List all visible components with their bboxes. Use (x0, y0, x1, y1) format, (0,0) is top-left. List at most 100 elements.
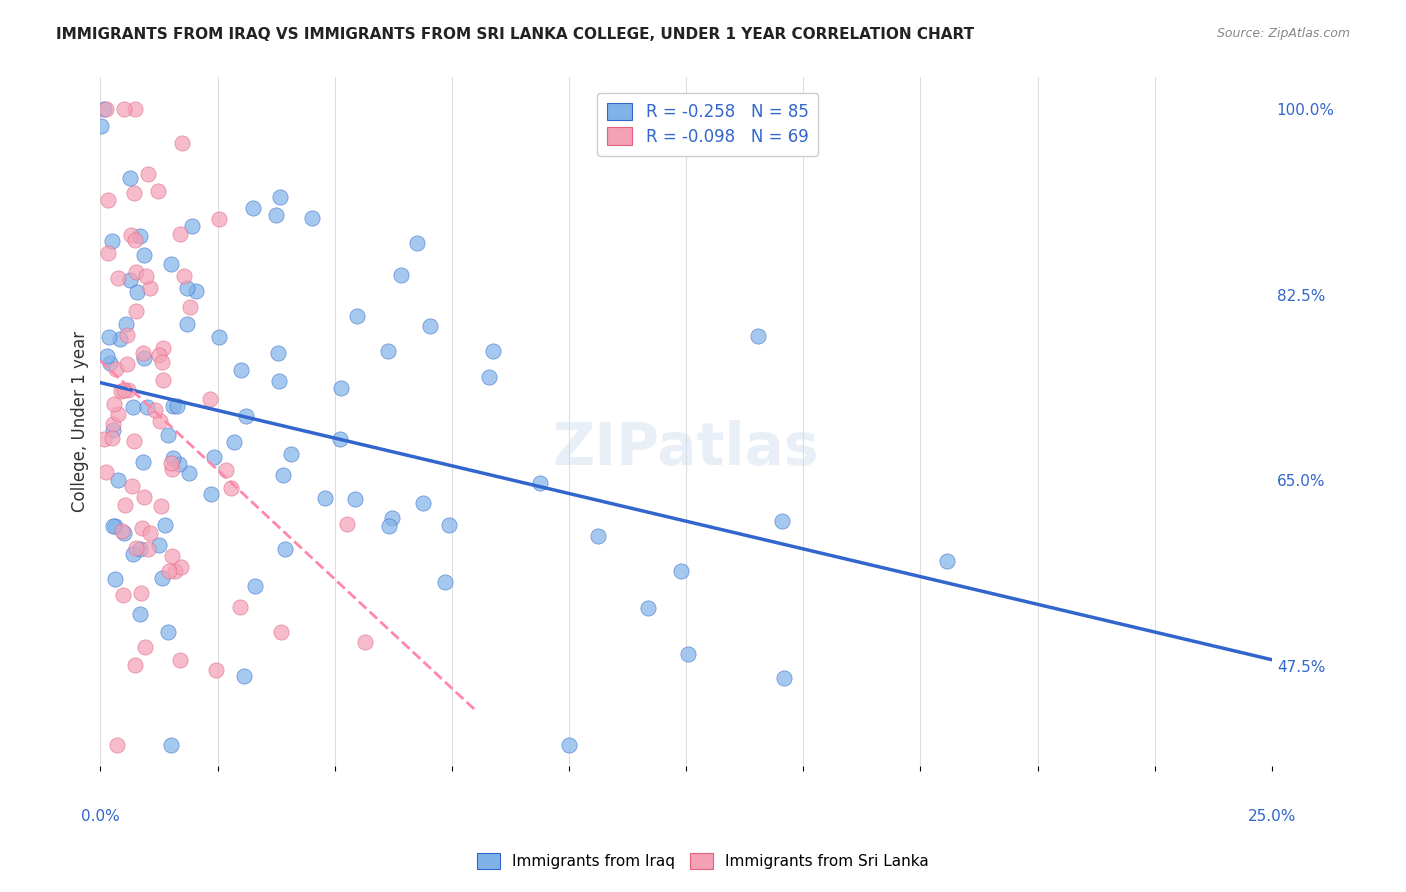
Point (125, 303, 148, 318)
Point (118, 273, 141, 287)
Point (97, 246, 120, 260)
Point (97, 194, 120, 208)
Point (269, 190, 291, 204)
Point (98, 356, 121, 370)
Point (170, 136, 193, 151)
Point (138, 526, 160, 541)
Point (222, 435, 245, 450)
Point (329, 432, 352, 446)
Point (208, 329, 231, 343)
Point (104, 572, 127, 586)
Point (129, 229, 152, 244)
Point (346, 309, 368, 323)
Point (377, 343, 399, 358)
Text: 25.0%: 25.0% (1247, 809, 1296, 823)
Point (115, 327, 138, 342)
Point (148, 348, 170, 362)
Point (186, 284, 208, 298)
Point (176, 281, 198, 295)
Point (107, 473, 129, 487)
Point (132, 248, 155, 262)
Point (637, 601, 659, 615)
Point (107, 407, 129, 421)
Point (132, 351, 155, 365)
Legend: Immigrants from Iraq, Immigrants from Sri Lanka: Immigrants from Iraq, Immigrants from Sr… (471, 847, 935, 875)
Point (132, 346, 155, 360)
Point (145, 403, 167, 417)
Point (115, 358, 138, 372)
Point (314, 491, 336, 505)
Point (267, 346, 290, 360)
Point (529, 476, 551, 491)
Point (482, 344, 505, 359)
Point (96, 349, 118, 363)
Point (170, 560, 193, 574)
Point (389, 268, 412, 283)
Point (111, 588, 134, 602)
Point (152, 341, 174, 355)
Point (132, 455, 155, 469)
Point (101, 519, 124, 533)
Point (112, 383, 135, 397)
Point (136, 541, 159, 556)
Point (153, 517, 176, 532)
Text: Source: ZipAtlas.com: Source: ZipAtlas.com (1216, 27, 1350, 40)
Point (104, 519, 127, 533)
Point (159, 456, 181, 470)
Text: IMMIGRANTS FROM IRAQ VS IMMIGRANTS FROM SRI LANKA COLLEGE, UNDER 1 YEAR CORRELAT: IMMIGRANTS FROM IRAQ VS IMMIGRANTS FROM … (56, 27, 974, 42)
Point (105, 738, 128, 752)
Point (112, 526, 135, 541)
Point (124, 233, 146, 247)
Point (166, 399, 188, 413)
Point (128, 607, 150, 621)
Point (114, 317, 136, 331)
Point (101, 234, 124, 248)
Point (176, 317, 198, 331)
Point (179, 466, 201, 480)
Point (163, 564, 186, 578)
Point (93, 432, 115, 446)
Point (181, 219, 204, 234)
Point (437, 518, 460, 533)
Point (110, 332, 132, 346)
Point (169, 227, 191, 241)
Point (344, 492, 367, 507)
Point (770, 514, 793, 528)
Point (354, 634, 377, 648)
Y-axis label: College, Under 1 year: College, Under 1 year (72, 331, 89, 512)
Point (156, 428, 179, 442)
Point (118, 171, 141, 186)
Point (159, 565, 181, 579)
Point (558, 738, 581, 752)
Point (271, 468, 294, 483)
Point (378, 519, 401, 533)
Point (200, 487, 222, 501)
Point (96, 466, 118, 480)
Point (131, 521, 153, 535)
Point (204, 663, 226, 677)
Point (136, 167, 159, 181)
Point (122, 400, 145, 414)
Point (152, 373, 174, 387)
Point (103, 423, 125, 437)
Point (747, 328, 769, 343)
Point (122, 547, 145, 561)
Point (136, 400, 159, 414)
Point (129, 541, 152, 556)
Point (124, 102, 146, 116)
Point (150, 571, 173, 585)
Point (103, 397, 125, 411)
Point (114, 498, 136, 512)
Point (274, 542, 297, 557)
Point (149, 414, 172, 428)
Point (120, 228, 142, 243)
Point (112, 102, 135, 116)
Point (121, 479, 143, 493)
Point (198, 392, 221, 407)
Point (242, 202, 264, 216)
Point (270, 625, 292, 640)
Point (264, 208, 287, 222)
Point (160, 738, 183, 752)
Point (139, 281, 162, 295)
Point (232, 669, 254, 683)
